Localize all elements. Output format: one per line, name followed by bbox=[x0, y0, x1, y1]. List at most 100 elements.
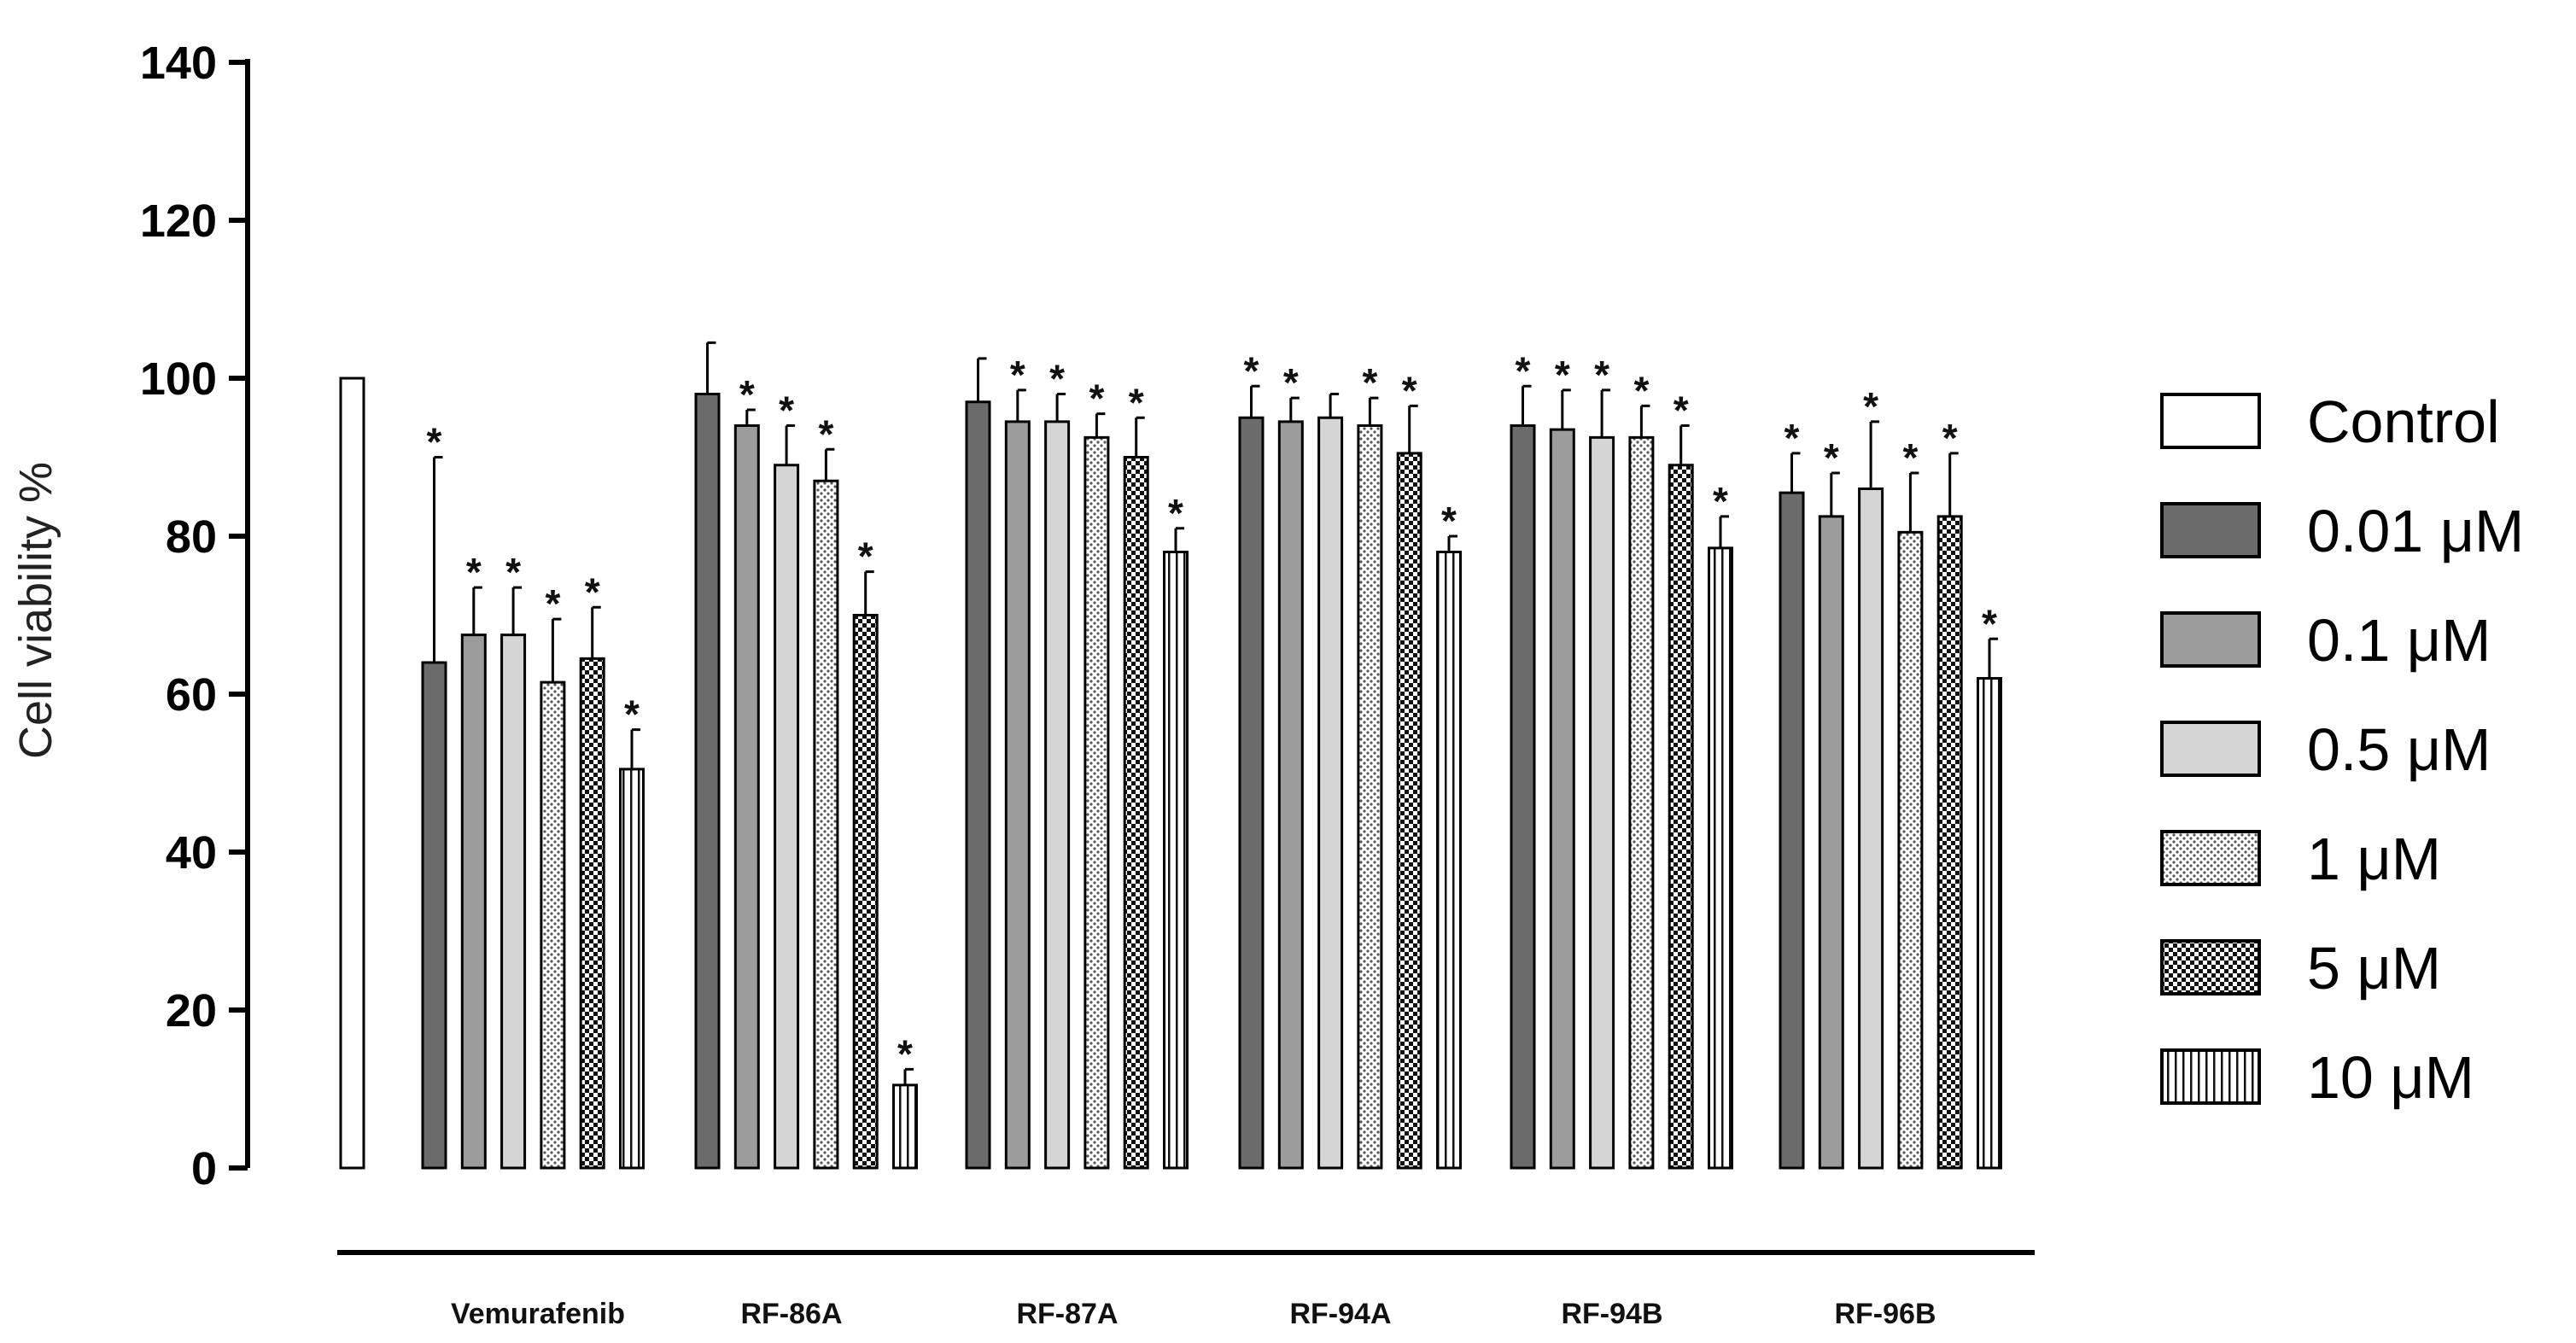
y-tick-label: 80 bbox=[166, 511, 217, 563]
y-tick-label: 40 bbox=[166, 827, 217, 879]
bar-3-rf-87a bbox=[1044, 420, 1071, 1170]
legend-swatch bbox=[2160, 393, 2261, 449]
significance-star: * bbox=[1674, 388, 1689, 433]
significance-star: * bbox=[505, 550, 521, 594]
legend-label: 5 μM bbox=[2307, 935, 2441, 1001]
significance-star: * bbox=[1942, 416, 1958, 460]
bar-3-rf-96b bbox=[1858, 488, 1884, 1170]
bar-1-vemurafenib bbox=[421, 661, 447, 1170]
legend-label: 0.01 μM bbox=[2307, 498, 2524, 564]
bar-6-rf-96b bbox=[1977, 677, 2002, 1170]
bar-2-rf-94b bbox=[1549, 428, 1575, 1170]
y-tick-label: 60 bbox=[166, 669, 217, 721]
error-bars bbox=[433, 341, 1998, 1085]
significance-star: * bbox=[1362, 360, 1377, 405]
bar-2-rf-94a bbox=[1277, 420, 1304, 1170]
bar-2-rf-96b bbox=[1818, 515, 1844, 1170]
bar-1-rf-87a bbox=[965, 400, 991, 1170]
significance-star: * bbox=[1824, 435, 1839, 480]
bar-3-vemurafenib bbox=[500, 634, 527, 1170]
bar-4-rf-96b bbox=[1897, 530, 1924, 1170]
significance-star: * bbox=[1555, 353, 1570, 397]
x-category-label: RF-87A bbox=[1016, 1298, 1118, 1330]
bar-5-vemurafenib bbox=[579, 657, 605, 1170]
significance-star: * bbox=[739, 372, 755, 417]
bar-1-rf-94a bbox=[1238, 416, 1265, 1170]
significance-star: * bbox=[466, 550, 482, 594]
significance-star: * bbox=[1902, 435, 1918, 480]
x-axis-categories: Vemurafenib RF-86A RF-87A RF-94A RF-94B RF-96… bbox=[451, 1298, 1936, 1330]
legend-label: Control bbox=[2307, 388, 2500, 455]
legend-label: 0.5 μM bbox=[2307, 716, 2491, 783]
legend-swatch bbox=[2160, 721, 2261, 777]
y-axis: 0 20 40 60 80 100 120 140 bbox=[140, 38, 250, 1194]
bar-4-rf-94b bbox=[1628, 435, 1655, 1170]
significance-star: * bbox=[1402, 368, 1417, 412]
significance-star: * bbox=[585, 569, 600, 614]
legend-swatch bbox=[2160, 611, 2261, 668]
x-category-label: RF-96B bbox=[1834, 1298, 1936, 1330]
significance-star: * bbox=[1441, 499, 1457, 543]
legend-swatch bbox=[2160, 1048, 2261, 1105]
bar-1-rf-86a bbox=[694, 393, 721, 1170]
significance-star: * bbox=[858, 534, 873, 579]
significance-star: * bbox=[1244, 348, 1259, 393]
bars bbox=[339, 377, 2002, 1170]
y-tick-label: 0 bbox=[191, 1143, 217, 1194]
significance-star: * bbox=[1168, 491, 1183, 535]
significance-star: * bbox=[624, 692, 640, 737]
bar-3-rf-86a bbox=[774, 464, 800, 1170]
significance-star: * bbox=[427, 420, 442, 464]
x-category-label: RF-94A bbox=[1289, 1298, 1391, 1330]
legend-label: 10 μM bbox=[2307, 1044, 2474, 1111]
x-category-label: Vemurafenib bbox=[451, 1298, 625, 1330]
significance-star: * bbox=[1594, 353, 1609, 397]
legend-swatch bbox=[2160, 830, 2261, 886]
significance-marks: * * * * * * * * * * * * * * * * * * * * * * * * * * * * * * * * * bbox=[427, 348, 1998, 1076]
bar-6-vemurafenib bbox=[619, 768, 645, 1170]
legend-label: 0.1 μM bbox=[2307, 607, 2491, 674]
y-axis-label: Cell viability % bbox=[10, 462, 61, 759]
significance-star: * bbox=[779, 388, 794, 433]
bar-3-rf-94a bbox=[1317, 416, 1344, 1170]
bar-5-rf-87a bbox=[1123, 456, 1149, 1170]
legend: Control 0.01 μM 0.1 μM 0.5 μM 1 μM 5 μM 10 μM bbox=[2160, 388, 2524, 1111]
significance-star: * bbox=[897, 1031, 913, 1076]
bar-6-rf-87a bbox=[1163, 551, 1189, 1170]
significance-star: * bbox=[1633, 368, 1649, 412]
legend-swatch bbox=[2160, 939, 2261, 996]
significance-star: * bbox=[545, 581, 560, 626]
bar-6-rf-86a bbox=[892, 1083, 918, 1170]
bar-6-rf-94b bbox=[1708, 546, 1733, 1170]
significance-star: * bbox=[1713, 479, 1728, 523]
x-category-label: RF-86A bbox=[740, 1298, 842, 1330]
bar-control bbox=[339, 377, 365, 1170]
bar-4-vemurafenib bbox=[540, 680, 566, 1170]
bar-2-rf-86a bbox=[733, 424, 760, 1170]
significance-star: * bbox=[1089, 377, 1104, 421]
bar-1-rf-96b bbox=[1779, 491, 1805, 1170]
bar-5-rf-96b bbox=[1936, 515, 1963, 1170]
significance-star: * bbox=[1982, 601, 1997, 645]
bar-1-rf-94b bbox=[1510, 424, 1536, 1170]
significance-star: * bbox=[1010, 353, 1025, 397]
significance-star: * bbox=[818, 412, 833, 456]
significance-star: * bbox=[1785, 416, 1800, 460]
legend-label: 1 μM bbox=[2307, 826, 2441, 892]
y-tick-label: 120 bbox=[140, 196, 217, 247]
bar-4-rf-94a bbox=[1357, 424, 1383, 1170]
y-tick-label: 20 bbox=[166, 985, 217, 1036]
bar-5-rf-86a bbox=[852, 614, 879, 1170]
significance-star: * bbox=[1049, 357, 1065, 401]
x-category-label: RF-94B bbox=[1561, 1298, 1662, 1330]
significance-star: * bbox=[1863, 384, 1878, 429]
significance-star: * bbox=[1516, 348, 1531, 393]
significance-star: * bbox=[1283, 360, 1299, 405]
bar-4-rf-86a bbox=[813, 479, 839, 1170]
bar-5-rf-94b bbox=[1668, 464, 1694, 1170]
y-tick-label: 140 bbox=[140, 38, 217, 89]
bar-3-rf-94b bbox=[1589, 435, 1615, 1170]
significance-star: * bbox=[1129, 380, 1144, 424]
bar-6-rf-94a bbox=[1436, 551, 1462, 1170]
bar-5-rf-94a bbox=[1396, 452, 1422, 1170]
